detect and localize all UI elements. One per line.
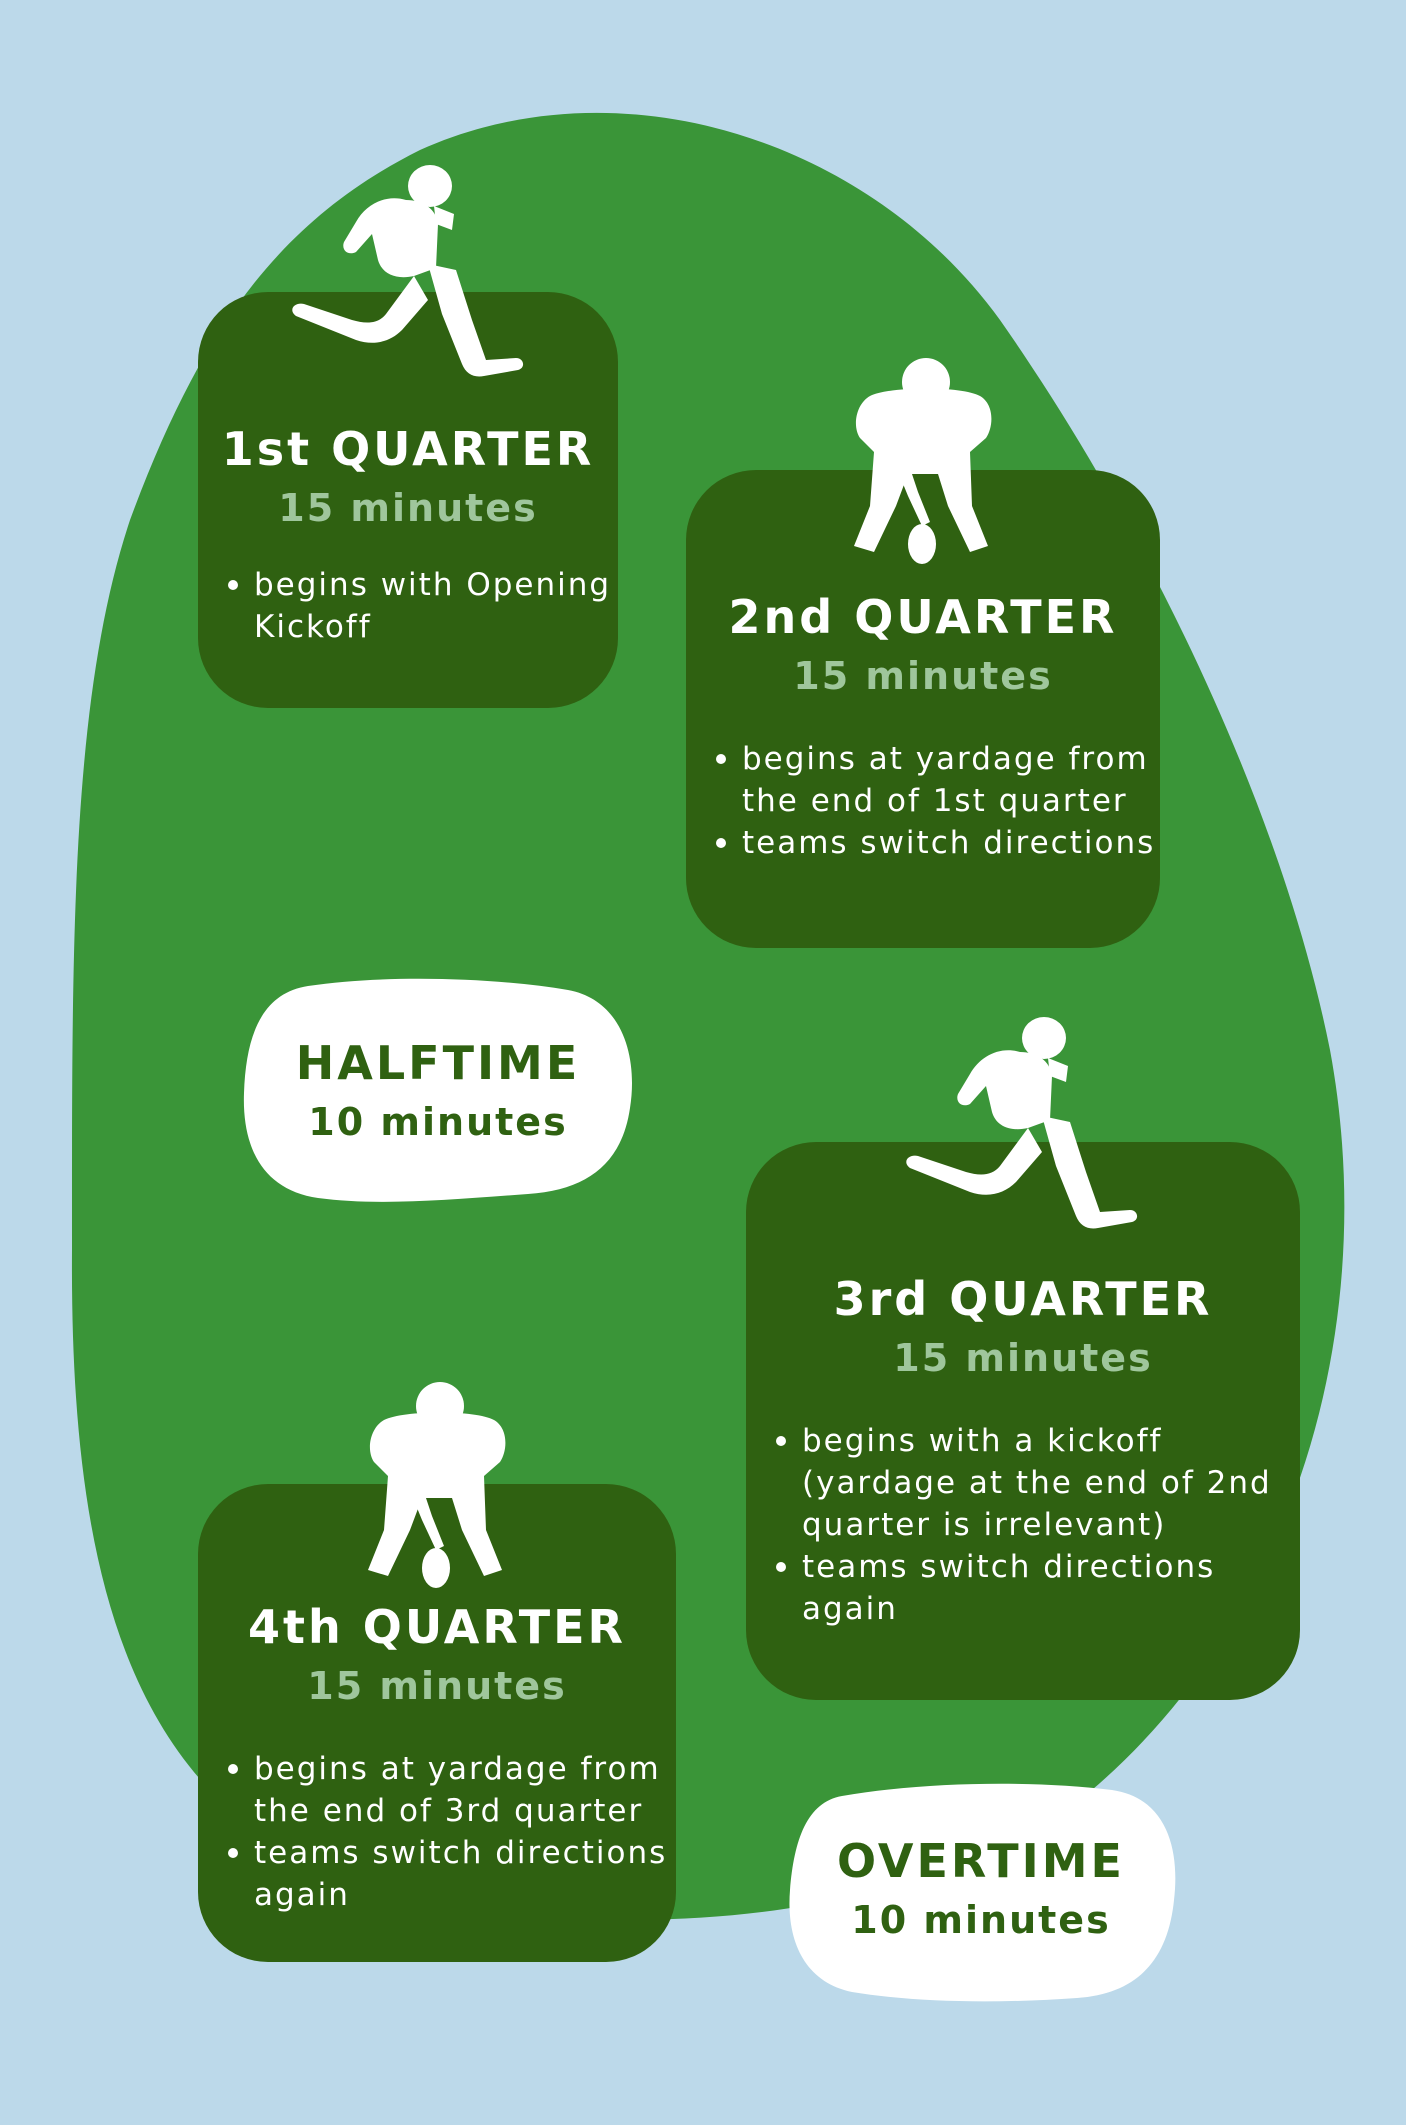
halftime-pill: HALFTIME 10 minutes xyxy=(238,1036,638,1156)
quarter-card-1: 1st QUARTER 15 minutes begins with Openi… xyxy=(198,292,618,708)
overtime-pill-shape xyxy=(789,1783,1176,2002)
bullet-item: begins at yardage from the end of 3rd qu… xyxy=(228,1748,676,1832)
overtime-title: OVERTIME xyxy=(837,1834,1125,1888)
halftime-title: HALFTIME xyxy=(295,1036,581,1090)
quarter-duration: 15 minutes xyxy=(793,654,1053,698)
halftime-pill-shape xyxy=(243,978,633,1202)
quarter-title: 3rd QUARTER xyxy=(833,1272,1213,1326)
quarter-title: 2nd QUARTER xyxy=(728,590,1118,644)
quarter-card-3: 3rd QUARTER 15 minutes begins with a kic… xyxy=(746,1142,1300,1700)
kicker-silhouette-icon xyxy=(906,1017,1138,1229)
quarter-title: 1st QUARTER xyxy=(221,422,595,476)
bullet-list: begins with a kickoff (yardage at the en… xyxy=(746,1420,1300,1630)
bullet-item: teams switch directions xyxy=(716,822,1160,864)
center-snapper-silhouette-icon xyxy=(854,358,992,564)
bullet-item: teams switch directions again xyxy=(228,1832,676,1916)
quarter-duration: 15 minutes xyxy=(278,486,538,530)
halftime-duration: 10 minutes xyxy=(308,1100,568,1144)
bullet-item: begins at yardage from the end of 1st qu… xyxy=(716,738,1160,822)
bullet-list: begins with Opening Kickoff xyxy=(198,564,618,648)
quarter-duration: 15 minutes xyxy=(307,1664,567,1708)
overtime-duration: 10 minutes xyxy=(851,1898,1111,1942)
bullet-item: teams switch directions again xyxy=(776,1546,1280,1630)
bullet-list: begins at yardage from the end of 1st qu… xyxy=(686,738,1160,864)
quarter-duration: 15 minutes xyxy=(893,1336,1153,1380)
kicker-silhouette-icon xyxy=(292,165,524,377)
center-snapper-silhouette-icon xyxy=(368,1382,506,1588)
bullet-item: begins with a kickoff (yardage at the en… xyxy=(776,1420,1280,1546)
overtime-pill: OVERTIME 10 minutes xyxy=(782,1834,1180,1954)
bullet-list: begins at yardage from the end of 3rd qu… xyxy=(198,1748,676,1916)
quarter-title: 4th QUARTER xyxy=(248,1600,626,1654)
bullet-item: begins with Opening Kickoff xyxy=(228,564,618,648)
